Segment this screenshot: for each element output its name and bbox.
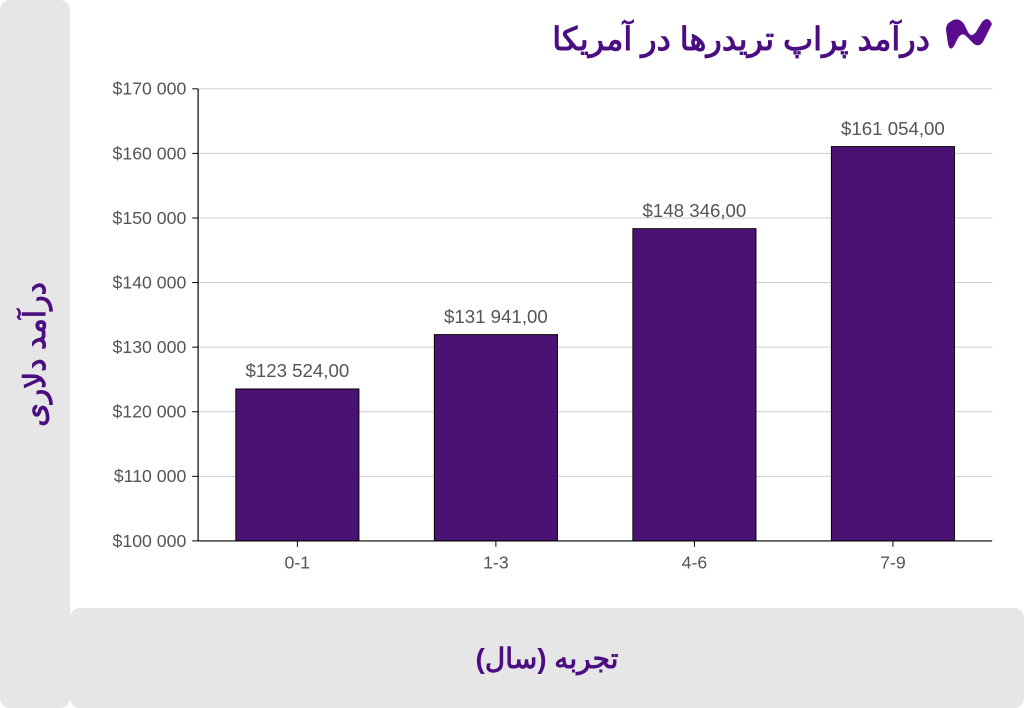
x-tick-label: 1-3 xyxy=(483,552,509,572)
y-tick-label: $170 000 xyxy=(113,79,187,99)
x-axis-panel: تجربه (سال) xyxy=(70,608,1024,708)
main-area: درآمد پراپ تریدرها در آمریکا $100 000 $11… xyxy=(70,0,1024,608)
chart-container: $100 000 $110 000 $120 000 $130 000 $140 000… xyxy=(90,79,1004,608)
y-tick-label: $130 000 xyxy=(113,337,187,357)
bar-chart: $100 000 $110 000 $120 000 $130 000 $140 000… xyxy=(90,79,1004,590)
bar-value-label: $148 346,00 xyxy=(643,200,747,221)
y-tick-label: $110 000 xyxy=(114,466,187,486)
bar-value-label: $161 054,00 xyxy=(841,118,945,139)
bar xyxy=(633,229,756,541)
y-axis-panel: درآمد دلاری xyxy=(0,0,70,708)
y-tick-label: $160 000 xyxy=(113,143,187,163)
brand-logo-icon xyxy=(944,16,994,61)
bar xyxy=(434,335,557,541)
page: درآمد دلاری درآمد پراپ تریدرها در آمریکا… xyxy=(0,0,1024,708)
bar-value-label: $131 941,00 xyxy=(444,306,548,327)
x-tick-label: 0-1 xyxy=(285,552,311,572)
y-tick-label: $100 000 xyxy=(113,531,187,551)
y-axis-label: درآمد دلاری xyxy=(18,282,53,427)
y-tick-label: $140 000 xyxy=(113,272,187,292)
bar-value-label: $123 524,00 xyxy=(245,360,349,381)
bar xyxy=(831,147,954,541)
x-tick-label: 7-9 xyxy=(880,552,906,572)
header: درآمد پراپ تریدرها در آمریکا xyxy=(90,10,1004,79)
x-tick-label: 4-6 xyxy=(682,552,708,572)
y-tick-label: $120 000 xyxy=(113,402,187,422)
bar xyxy=(236,389,359,541)
y-tick-label: $150 000 xyxy=(113,208,187,228)
chart-title: درآمد پراپ تریدرها در آمریکا xyxy=(552,20,930,58)
x-axis-label: تجربه (سال) xyxy=(476,642,619,675)
